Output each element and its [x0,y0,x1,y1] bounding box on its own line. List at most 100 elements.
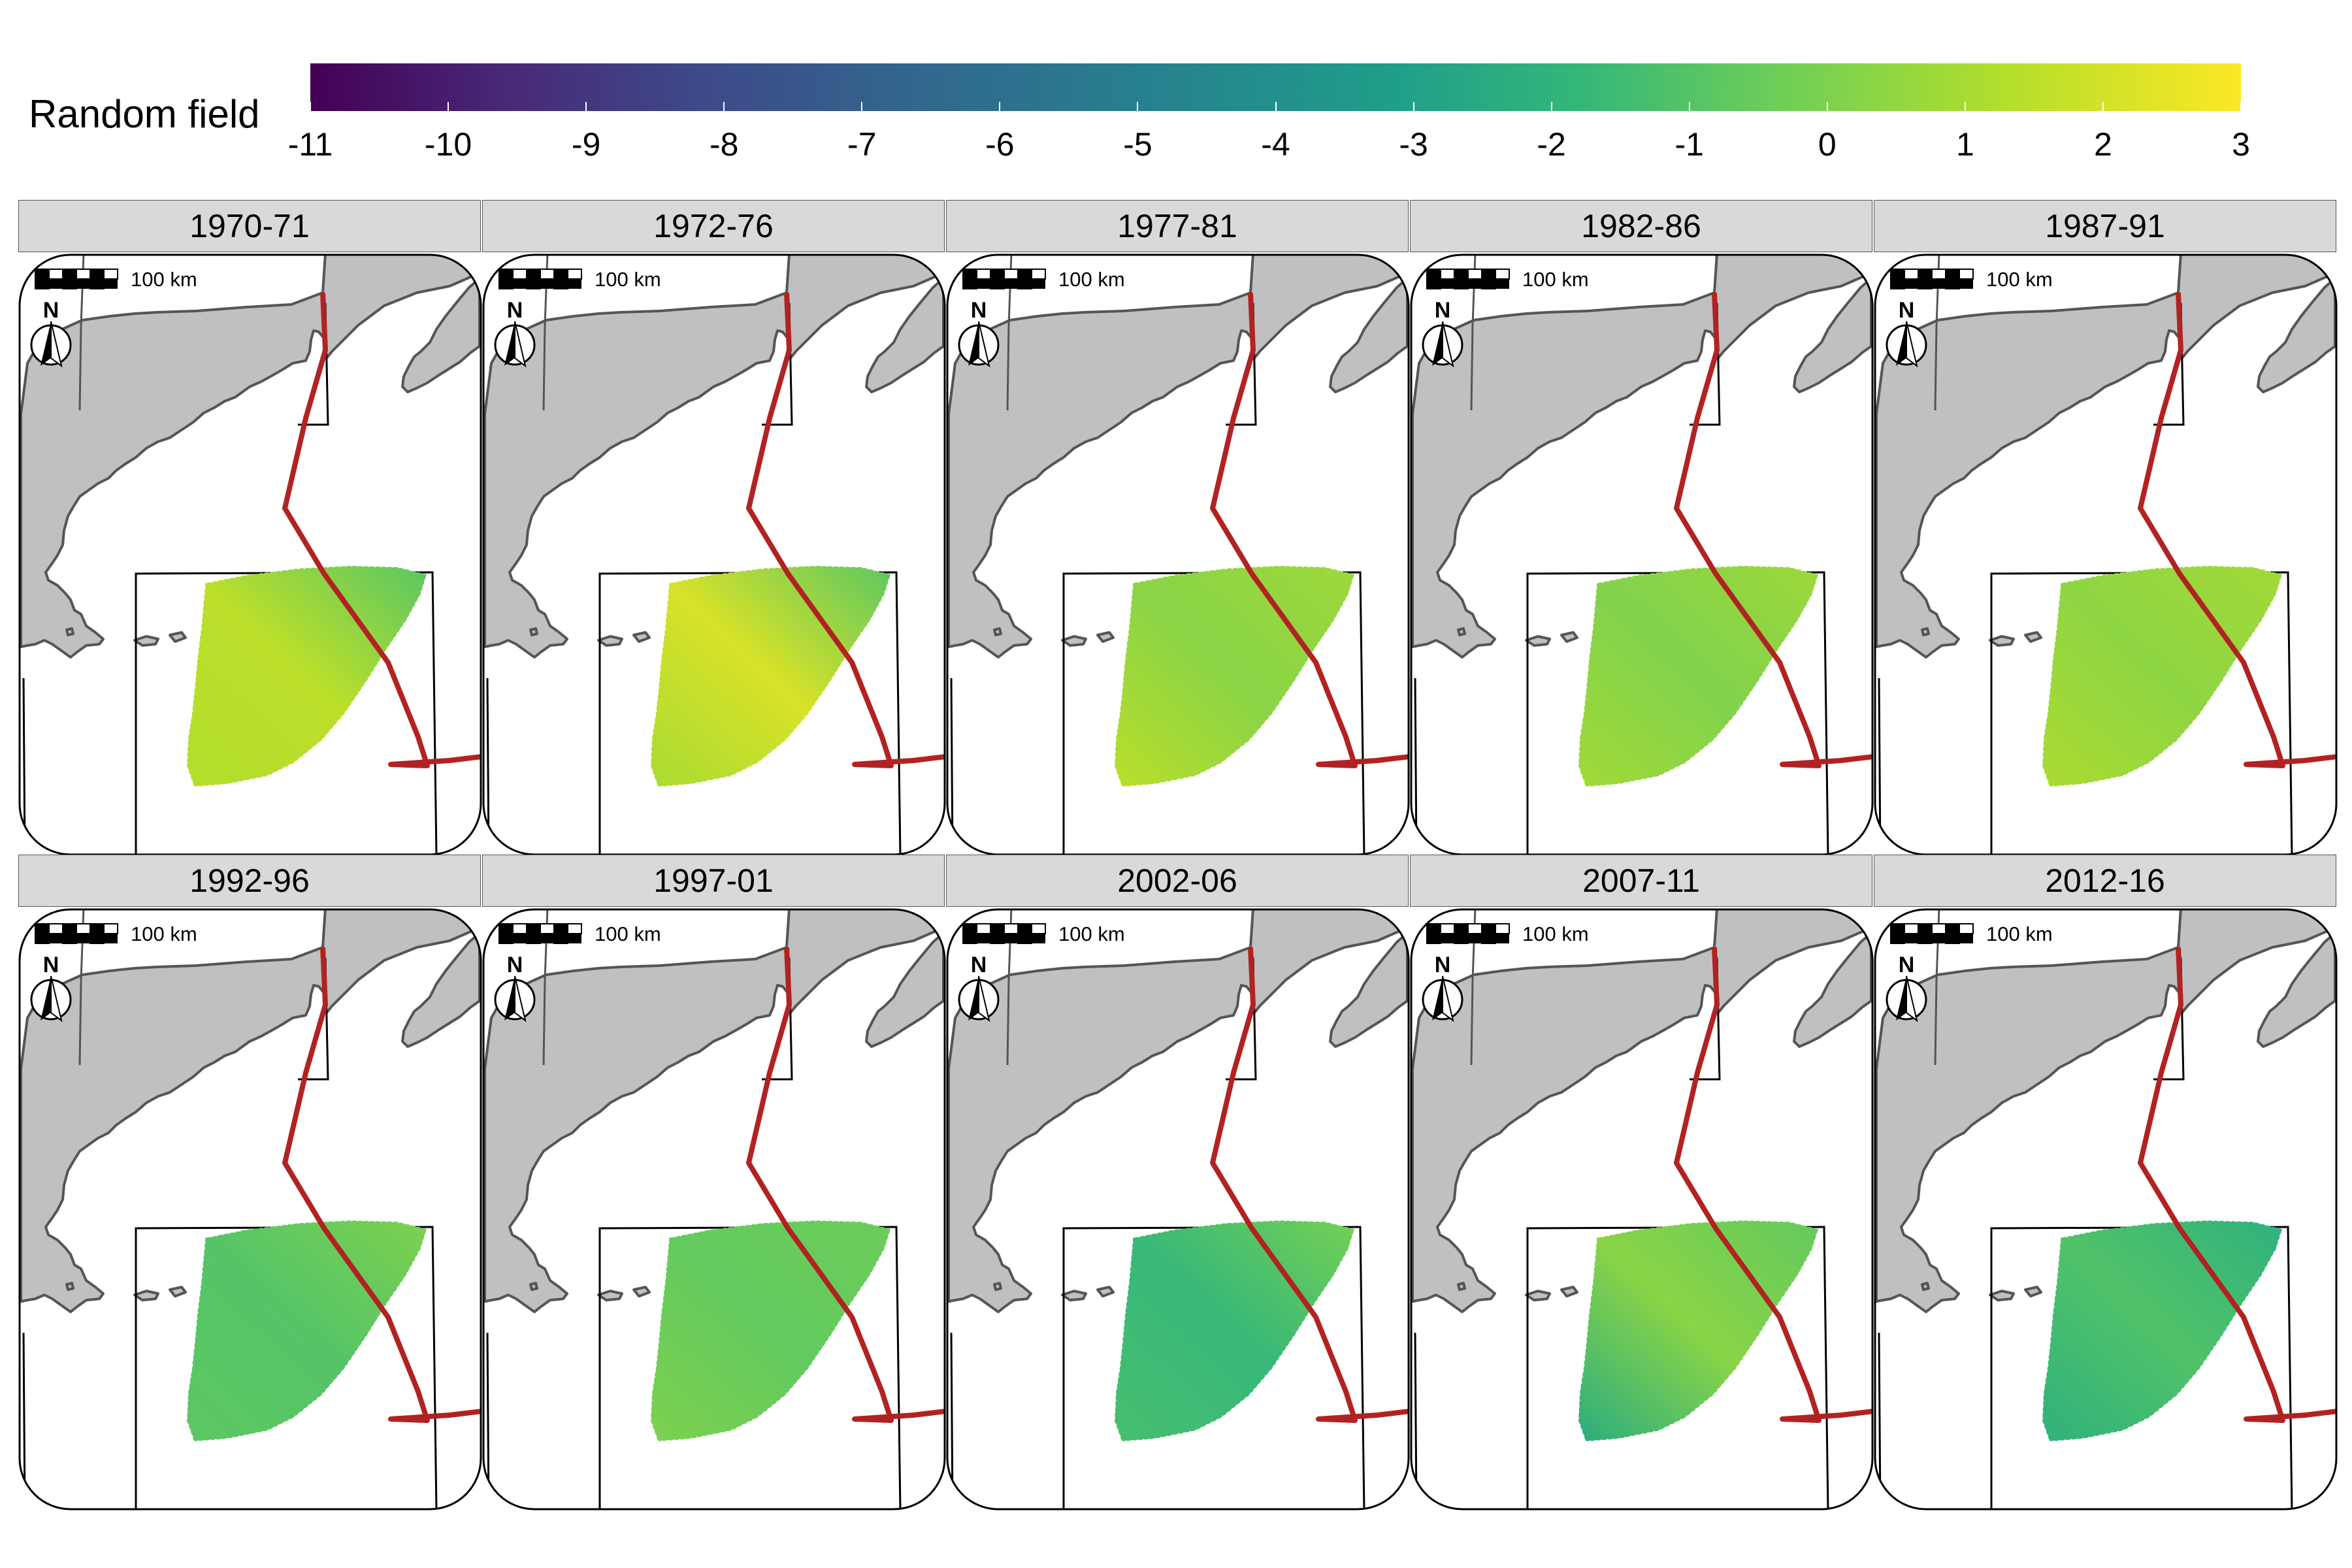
nova-scotia-land [865,932,945,1048]
nova-scotia-land [401,932,481,1048]
map-facet: 1970-71 100 km N [18,200,482,856]
map-panel: 100 km N [1410,908,1874,1511]
colorbar-tick-mark [1826,102,1828,111]
colorbar-tick-mark [1275,102,1277,111]
scale-bar: 100 km [35,923,197,945]
colorbar-legend: Random field -11 -10 -9 -8 -7 -6 -5 -4 -3 -2 -1 0 1 2… [0,0,2352,176]
scale-bar-label: 100 km [595,923,661,945]
nova-scotia-land [1793,277,1872,393]
north-arrow-icon: N [958,298,1000,368]
colorbar-tick-mark [999,102,1001,111]
island-land [1457,1282,1578,1301]
maritime-boundary-line [1674,292,1872,768]
island-land [1921,1282,2042,1301]
random-field-surface [1578,565,1819,787]
colorbar-tick-label: -5 [1123,126,1152,163]
nova-scotia-land [865,277,945,393]
stratum-boundary-line [1414,1332,1418,1509]
random-field-surface [186,1220,427,1442]
scale-bar: 100 km [1890,268,2053,291]
facet-strip-label: 2007-11 [1410,855,1872,907]
map-panel: 100 km N [18,908,482,1511]
map-panel: 100 km N [482,253,946,856]
random-field-surface [650,1220,891,1442]
map-svg: 100 km N [1874,908,2338,1511]
nova-scotia-land [401,277,481,393]
north-arrow-icon: N [494,953,536,1022]
colorbar-tick-mark [448,102,449,111]
north-arrow-icon: N [30,298,72,368]
north-label: N [43,953,59,977]
north-arrow-icon: N [958,953,1000,1022]
mainland-coast [1875,255,2336,659]
island-land [529,1282,651,1301]
map-panel: 100 km N [18,253,482,856]
maritime-boundary-line [746,947,945,1423]
colorbar-tick-mark [585,102,587,111]
map-panel: 100 km N [946,253,1410,856]
facet-strip-label: 1982-86 [1410,200,1872,252]
north-arrow-icon: N [30,953,72,1022]
map-svg: 100 km N [1410,253,1874,856]
colorbar-tick-mark [1550,102,1552,111]
north-arrow-icon: N [1886,298,1927,368]
colorbar-tick-label: -11 [287,126,333,163]
maritime-boundary-line [2138,292,2336,768]
north-label: N [507,298,523,323]
colorbar-tick-mark [1964,102,1966,111]
island-land [1921,627,2042,647]
scale-bar-label: 100 km [1058,923,1125,945]
scale-bar: 100 km [498,923,661,945]
north-arrow-icon: N [494,298,536,368]
map-panel: 100 km N [1874,908,2338,1511]
map-panel: 100 km N [946,908,1410,1511]
colorbar-tick-label: -8 [709,126,739,163]
scale-bar-label: 100 km [1986,268,2053,291]
scale-bar: 100 km [962,268,1125,291]
map-frame [1874,908,2338,1511]
map-frame [482,908,946,1511]
colorbar-tick-mark [861,102,863,111]
stratum-boundary-line [1878,1332,1882,1509]
random-field-surface [1114,1220,1355,1442]
colorbar-tick-label: -3 [1399,126,1428,163]
mainland-coast [20,909,481,1313]
mainland-coast [483,255,945,659]
stratum-boundary-line [1414,678,1418,855]
north-arrow-icon: N [1422,953,1463,1022]
random-field-surface [2042,565,2283,787]
map-svg: 100 km N [1874,253,2338,856]
maritime-boundary-line [1210,947,1409,1423]
facet-strip-label: 1977-81 [946,200,1409,252]
island-land [65,1282,187,1301]
mainland-coast [947,909,1409,1313]
maritime-boundary-line [282,947,481,1423]
colorbar-tick-label: -10 [424,126,472,163]
random-field-surface [1578,1220,1819,1442]
map-panel: 100 km N [1874,253,2338,856]
mainland-coast [483,909,945,1313]
map-svg: 100 km N [946,908,1410,1511]
north-arrow-icon: N [1422,298,1463,368]
island-land [993,627,1115,647]
facet-strip-label: 1972-76 [482,200,945,252]
maritime-boundary-line [282,292,481,768]
stratum-boundary-line [1878,678,1882,855]
nova-scotia-land [2257,277,2336,393]
facet-strip-label: 2012-16 [1874,855,2336,907]
colorbar-tick-mark [1137,102,1139,111]
north-label: N [43,298,59,323]
island-land [529,627,651,647]
map-panel: 100 km N [482,908,946,1511]
colorbar-tick-label: -4 [1261,126,1290,163]
mainland-coast [1411,909,1872,1313]
north-label: N [1435,298,1451,323]
nova-scotia-land [2257,932,2336,1048]
random-field-surface [186,565,427,787]
scale-bar-label: 100 km [1058,268,1125,291]
stratum-boundary-line [950,678,954,855]
scale-bar-label: 100 km [1522,268,1589,291]
stratum-boundary-line [22,678,26,855]
colorbar-ticks: -11 -10 -9 -8 -7 -6 -5 -4 -3 -2 -1 0 1 2 3 [0,102,2352,170]
scale-bar: 100 km [1426,923,1589,945]
